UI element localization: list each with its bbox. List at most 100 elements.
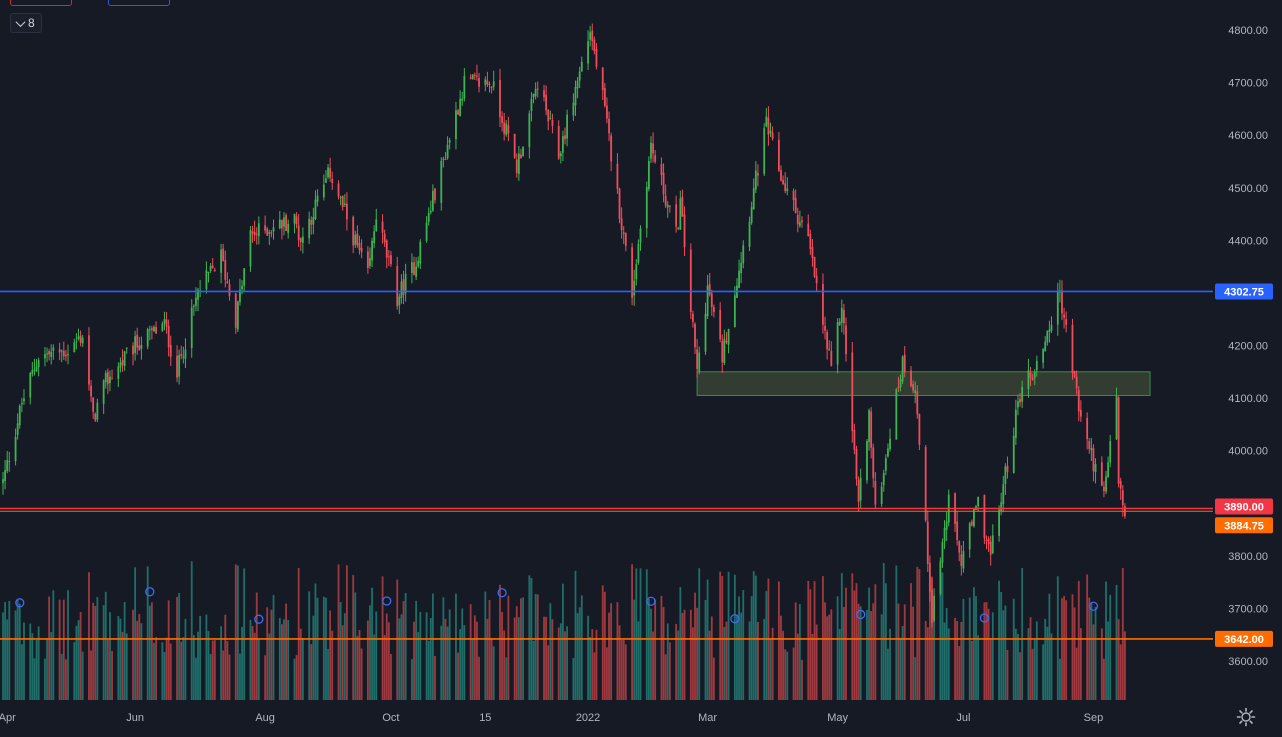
candle: [492, 81, 495, 87]
candle: [1021, 386, 1024, 402]
volume-bar: [455, 593, 457, 700]
volume-bar: [369, 605, 371, 700]
volume-bar: [31, 633, 34, 700]
x-tick-label: Jul: [956, 712, 970, 724]
candle: [813, 256, 816, 277]
volume-bar: [811, 633, 814, 700]
volume-bar: [310, 644, 313, 700]
candle: [694, 323, 696, 348]
volume-bar: [962, 598, 965, 700]
candle: [1079, 409, 1082, 417]
volume-bar: [488, 600, 491, 700]
volume-bar: [146, 566, 149, 700]
candle: [505, 123, 508, 135]
candle: [140, 345, 143, 349]
volume-bar: [444, 618, 447, 700]
volume-bar: [534, 593, 537, 700]
volume-bar: [666, 623, 669, 700]
volume-bar: [94, 606, 97, 700]
volume-bar: [989, 639, 992, 700]
candle: [117, 366, 120, 379]
volume-bar: [325, 597, 327, 700]
volume-bar: [1121, 567, 1124, 700]
volume-bar: [18, 603, 21, 700]
candle: [163, 319, 166, 324]
volume-bar: [840, 573, 843, 700]
volume-bar: [889, 628, 891, 700]
volume-bar: [853, 590, 856, 700]
volume-bar: [645, 569, 648, 700]
volume-bar: [591, 629, 594, 700]
volume-bar: [698, 568, 701, 700]
volume-bar: [211, 640, 214, 700]
volume-bar: [912, 606, 915, 700]
volume-bar: [683, 609, 686, 700]
candle: [455, 110, 457, 140]
volume-bar: [297, 568, 300, 700]
volume-marker: [856, 609, 866, 620]
volume-bar: [616, 602, 619, 700]
candle: [102, 380, 105, 404]
volume-bar: [874, 584, 877, 700]
volume-bar: [1019, 652, 1021, 700]
candle: [301, 236, 304, 243]
volume-bar: [968, 597, 971, 700]
volume-bar: [343, 613, 346, 700]
volume-bar: [901, 625, 904, 700]
candle: [738, 270, 740, 288]
volume-bar: [796, 633, 799, 700]
volume-bar: [62, 599, 65, 700]
volume-bar: [882, 563, 885, 700]
volume-bar: [356, 635, 359, 700]
candle: [520, 154, 522, 158]
volume-bar: [1077, 580, 1080, 700]
candle: [603, 88, 606, 107]
candle: [830, 351, 833, 366]
volume-bar: [243, 568, 246, 700]
candle: [429, 210, 432, 213]
volume-marker: [730, 614, 740, 624]
volume-bar: [184, 618, 187, 700]
price-label: 4302.75: [1224, 286, 1264, 298]
volume-bar: [815, 624, 818, 700]
volume-bar: [624, 644, 627, 700]
volume-bar: [838, 628, 841, 700]
collapse-legend-button[interactable]: 8: [10, 13, 42, 33]
candle: [725, 341, 728, 343]
volume-bar: [998, 580, 1000, 700]
candle: [1105, 476, 1107, 492]
volume-bar: [375, 611, 378, 700]
volume-bar: [402, 601, 405, 700]
volume-bar: [1109, 594, 1112, 700]
candle: [461, 98, 464, 101]
candle: [283, 217, 285, 227]
candle: [1092, 448, 1095, 472]
candle: [910, 370, 912, 386]
indicator-button-blue[interactable]: [108, 0, 170, 6]
candle: [109, 376, 111, 384]
volume-bar: [696, 607, 699, 700]
volume-bar: [1063, 596, 1065, 700]
volume-bar: [400, 614, 403, 700]
candle: [184, 349, 187, 359]
candle: [914, 390, 917, 393]
candle: [243, 268, 246, 286]
candle: [545, 94, 548, 111]
volume-bar: [224, 614, 227, 700]
volume-bar: [226, 641, 229, 700]
volume-bar: [708, 630, 711, 700]
candle: [264, 225, 267, 231]
candle: [295, 216, 298, 225]
candle: [576, 80, 579, 89]
candle: [396, 266, 399, 307]
candle: [50, 351, 53, 357]
candle: [1027, 370, 1030, 390]
gear-icon[interactable]: [1236, 707, 1256, 727]
candle: [400, 281, 403, 299]
volume-bar: [601, 585, 604, 700]
indicator-button-red[interactable]: [10, 0, 72, 6]
candle: [733, 295, 736, 328]
volume-bar: [440, 625, 443, 700]
